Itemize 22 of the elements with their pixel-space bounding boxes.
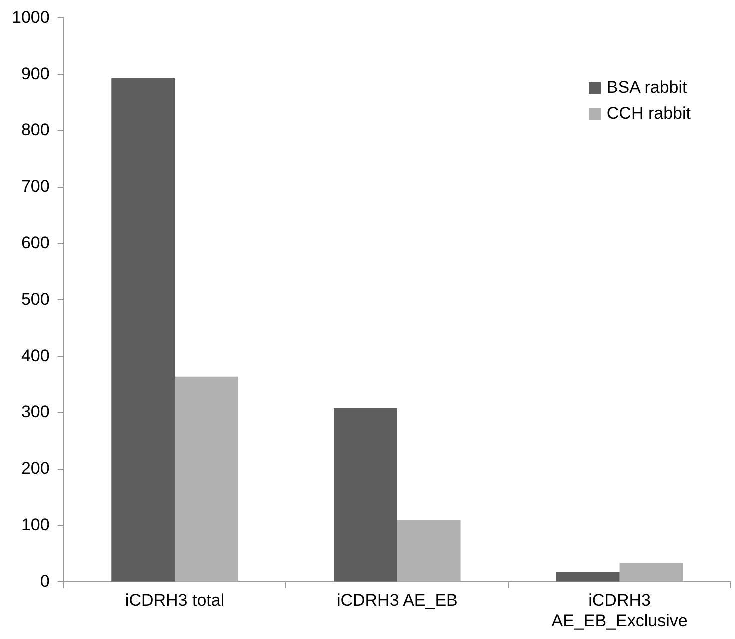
x-tick-label: iCDRH3 total [125, 591, 225, 610]
bar [112, 78, 176, 582]
y-tick-label: 400 [21, 346, 50, 366]
y-tick-label: 300 [21, 402, 50, 422]
legend-label: CCH rabbit [606, 104, 691, 124]
y-tick-label: 200 [21, 459, 50, 478]
legend-label: BSA rabbit [606, 78, 688, 98]
y-tick-label: 1000 [12, 8, 50, 27]
bar [334, 408, 398, 582]
bar [620, 563, 684, 582]
y-tick-label: 500 [21, 290, 50, 309]
bar [397, 520, 461, 582]
y-tick-label: 800 [21, 120, 50, 140]
x-tick-label: iCDRH3 AE_EB [336, 591, 458, 610]
y-tick-label: 0 [40, 572, 50, 591]
x-tick-label: iCDRH3 AE_EB_Exclusive [552, 591, 688, 630]
y-tick-label: 700 [21, 177, 50, 196]
bar [175, 376, 238, 582]
bar [556, 572, 620, 582]
y-tick-label: 600 [21, 233, 50, 252]
y-tick-label: 100 [21, 515, 50, 534]
y-tick-label: 900 [21, 64, 50, 84]
